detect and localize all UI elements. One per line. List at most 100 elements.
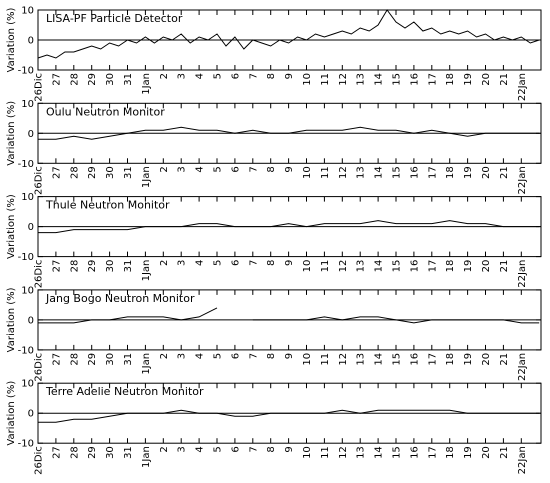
x-tick-label: 22Jan	[517, 73, 528, 101]
x-tick-label: 18	[445, 166, 456, 179]
x-tick-label: 6	[230, 166, 241, 172]
x-tick-label: 16	[409, 446, 420, 459]
x-tick-label: 19	[463, 446, 474, 459]
panel-title: Jang Bogo Neutron Monitor	[45, 292, 195, 305]
data-line	[38, 126, 540, 140]
x-tick-label: 16	[409, 73, 420, 86]
y-axis-label: Variation (%)	[6, 7, 17, 72]
x-tick-label: 27	[51, 73, 62, 86]
x-tick-label: 2	[159, 446, 170, 452]
x-tick-label: 29	[87, 353, 98, 366]
x-tick-label: 10	[302, 260, 313, 273]
x-tick-label: 29	[87, 446, 98, 459]
panel-title: Thule Neutron Monitor	[45, 199, 170, 212]
x-tick-label: 4	[195, 446, 206, 452]
x-tick-label: 31	[123, 73, 134, 86]
x-tick-label: 26Dic	[34, 260, 45, 289]
x-tick-label: 2	[159, 166, 170, 172]
x-tick-label: 1Jan	[141, 166, 152, 188]
x-tick-label: 11	[320, 260, 331, 273]
x-tick-label: 15	[392, 166, 403, 179]
x-tick-label: 5	[213, 260, 224, 266]
x-tick-label: 5	[213, 446, 224, 452]
x-tick-label: 20	[481, 353, 492, 366]
x-tick-label: 14	[374, 446, 385, 459]
x-tick-label: 5	[213, 166, 224, 172]
x-tick-label: 13	[356, 73, 367, 86]
x-tick-label: 15	[392, 73, 403, 86]
x-tick-label: 12	[338, 166, 349, 179]
data-line	[37, 9, 540, 59]
x-tick-label: 29	[87, 73, 98, 86]
x-tick-label: 18	[445, 446, 456, 459]
x-tick-label: 9	[284, 260, 295, 266]
x-tick-label: 21	[499, 73, 510, 86]
x-tick-label: 3	[177, 353, 188, 359]
x-tick-label: 27	[51, 260, 62, 273]
x-tick-label: 8	[266, 446, 277, 452]
x-tick-label: 3	[177, 446, 188, 452]
y-tick-label: -10	[18, 439, 34, 450]
x-tick-label: 16	[409, 260, 420, 273]
x-tick-label: 13	[356, 353, 367, 366]
x-tick-label: 22Jan	[517, 260, 528, 288]
x-tick-label: 19	[463, 353, 474, 366]
x-tick-label: 4	[195, 166, 206, 172]
x-tick-label: 15	[392, 446, 403, 459]
x-tick-label: 14	[374, 166, 385, 179]
x-tick-label: 12	[338, 446, 349, 459]
x-tick-label: 4	[195, 73, 206, 79]
x-tick-label: 3	[177, 166, 188, 172]
x-tick-label: 11	[320, 353, 331, 366]
x-tick-label: 17	[427, 446, 438, 459]
x-tick-label: 15	[392, 353, 403, 366]
x-tick-label: 16	[409, 166, 420, 179]
x-tick-label: 15	[392, 260, 403, 273]
panel-title: Terre Adelie Neutron Monitor	[45, 385, 204, 398]
x-tick-label: 17	[427, 73, 438, 86]
x-tick-label: 12	[338, 353, 349, 366]
x-tick-label: 18	[445, 73, 456, 86]
x-tick-label: 11	[320, 73, 331, 86]
x-tick-label: 12	[338, 260, 349, 273]
x-tick-label: 21	[499, 260, 510, 273]
y-tick-label: 10	[21, 379, 34, 390]
x-tick-label: 14	[374, 73, 385, 86]
x-tick-label: 22Jan	[517, 446, 528, 474]
x-tick-label: 1Jan	[141, 353, 152, 375]
x-tick-label: 5	[213, 353, 224, 359]
y-tick-label: -10	[18, 159, 34, 170]
x-tick-label: 19	[463, 260, 474, 273]
x-tick-label: 21	[499, 166, 510, 179]
x-tick-label: 27	[51, 166, 62, 179]
x-tick-label: 7	[248, 446, 259, 452]
x-tick-label: 21	[499, 446, 510, 459]
x-tick-label: 18	[445, 353, 456, 366]
panel-title: Oulu Neutron Monitor	[46, 105, 165, 118]
x-tick-label: 7	[248, 73, 259, 79]
x-tick-label: 7	[248, 260, 259, 266]
y-tick-label: 0	[28, 36, 34, 47]
y-axis-label: Variation (%)	[6, 381, 17, 446]
x-tick-label: 20	[481, 446, 492, 459]
x-tick-label: 28	[69, 166, 80, 179]
x-tick-label: 26Dic	[34, 446, 45, 475]
x-tick-label: 30	[105, 260, 116, 273]
x-tick-label: 13	[356, 166, 367, 179]
x-tick-label: 1Jan	[141, 73, 152, 95]
x-tick-label: 12	[338, 73, 349, 86]
y-tick-label: -10	[18, 66, 34, 77]
x-tick-label: 31	[123, 260, 134, 273]
x-tick-label: 3	[177, 260, 188, 266]
x-tick-label: 11	[320, 446, 331, 459]
x-tick-label: 2	[159, 353, 170, 359]
data-line	[38, 220, 540, 234]
x-tick-label: 28	[69, 260, 80, 273]
x-tick-label: 18	[445, 260, 456, 273]
y-tick-label: 0	[28, 315, 34, 326]
x-tick-label: 1Jan	[141, 446, 152, 468]
x-tick-label: 20	[481, 260, 492, 273]
x-tick-label: 29	[87, 166, 98, 179]
x-tick-label: 28	[69, 353, 80, 366]
x-tick-label: 6	[230, 260, 241, 266]
